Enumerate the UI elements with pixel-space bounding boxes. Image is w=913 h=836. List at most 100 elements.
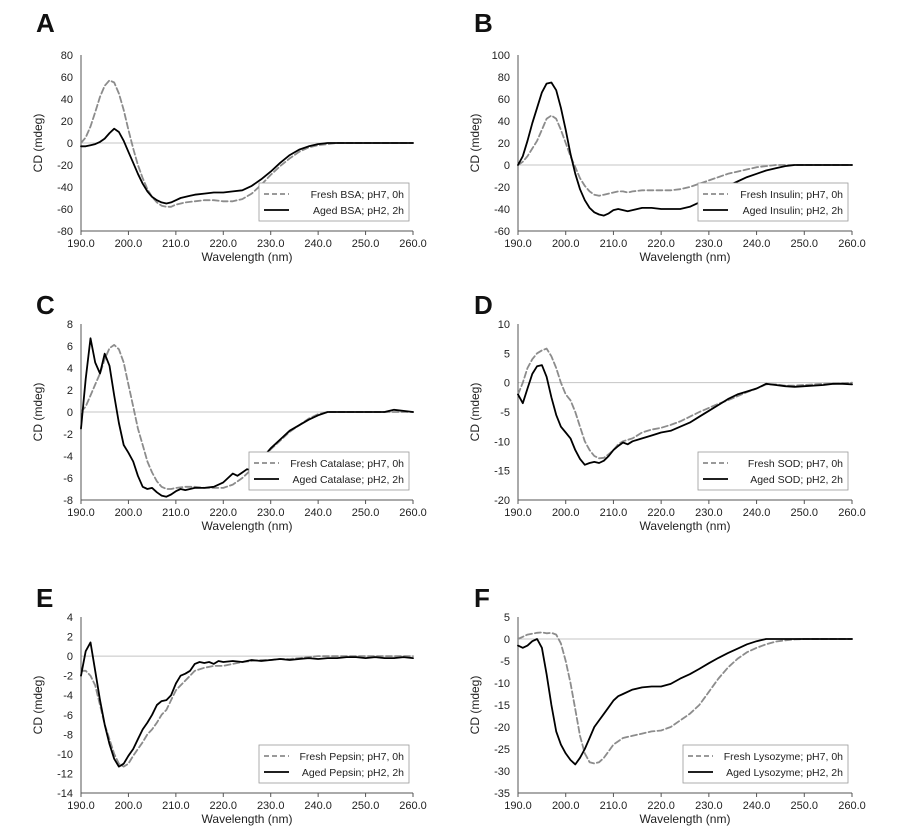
y-tick-label: -8	[63, 729, 73, 741]
x-tick-label: 230.0	[695, 507, 723, 519]
legend-label-aged: Aged Catalase; pH2, 2h	[293, 474, 405, 486]
panel-F: F -35 -30 -25 -20 -15 -10 -5 0 5 190.0 200.0 210.0 22…	[468, 583, 866, 826]
x-tick-label: 240.0	[743, 800, 771, 812]
legend-label-fresh: Fresh SOD; pH7, 0h	[748, 458, 843, 470]
legend-label-aged: Aged Insulin; pH2, 2h	[743, 205, 844, 217]
y-tick-label: 0	[67, 407, 73, 419]
x-tick-label: 190.0	[67, 238, 95, 250]
x-tick-label: 190.0	[67, 507, 95, 519]
legend-box	[697, 182, 849, 222]
y-tick-label: -6	[63, 473, 73, 485]
y-tick-label: -6	[63, 710, 73, 722]
y-tick-label: 80	[498, 72, 510, 84]
legend-label-fresh: Fresh Lysozyme; pH7, 0h	[724, 751, 843, 763]
x-tick-label: 190.0	[504, 800, 532, 812]
y-tick-label: 4	[67, 363, 73, 375]
y-tick-label: 5	[504, 612, 510, 624]
panel-letter: E	[36, 583, 53, 613]
y-tick-label: -4	[63, 690, 73, 702]
x-tick-label: 200.0	[552, 800, 580, 812]
y-tick-label: -20	[494, 722, 510, 734]
y-axis-label: CD (mdeg)	[468, 383, 482, 442]
y-tick-label: -2	[63, 671, 73, 683]
y-tick-label: -25	[494, 744, 510, 756]
x-tick-label: 210.0	[162, 238, 190, 250]
x-tick-label: 260.0	[838, 238, 866, 250]
legend-label-aged: Aged Lysozyme; pH2, 2h	[726, 767, 843, 779]
legend-box	[248, 451, 410, 491]
panel-A: A -80 -60 -40 -20 0 20 40 60 80 190.0 200.0 210.0 220…	[31, 8, 427, 264]
x-tick-label: 260.0	[399, 507, 427, 519]
y-axis-label: CD (mdeg)	[468, 676, 482, 735]
y-tick-label: -20	[494, 182, 510, 194]
legend: Fresh Insulin; pH7, 0h Aged Insulin; pH2,…	[697, 182, 849, 222]
aged-series-line	[80, 127, 414, 205]
legend-label-aged: Aged Pepsin; pH2, 2h	[302, 767, 404, 779]
x-tick-label: 200.0	[115, 800, 143, 812]
x-tick-label: 230.0	[257, 800, 285, 812]
legend: Fresh Pepsin; pH7, 0h Aged Pepsin; pH2, 2…	[258, 744, 410, 784]
y-tick-label: 40	[498, 116, 510, 128]
x-axis-label: Wavelength (nm)	[202, 519, 293, 533]
panel-letter: B	[474, 8, 493, 38]
y-tick-label: 60	[61, 72, 73, 84]
legend-box	[682, 744, 849, 784]
panel-letter: A	[36, 8, 55, 38]
y-tick-label: 2	[67, 632, 73, 644]
x-tick-label: 210.0	[162, 507, 190, 519]
x-tick-label: 220.0	[210, 800, 238, 812]
y-tick-label: -60	[57, 204, 73, 216]
x-tick-label: 230.0	[695, 238, 723, 250]
x-axis-label: Wavelength (nm)	[640, 812, 731, 826]
y-tick-label: -20	[494, 495, 510, 507]
y-tick-label: -4	[63, 451, 73, 463]
x-tick-label: 250.0	[352, 507, 380, 519]
y-tick-label: 20	[498, 138, 510, 150]
aged-series-line	[517, 364, 853, 466]
y-tick-label: 0	[504, 634, 510, 646]
y-tick-label: 40	[61, 94, 73, 106]
x-tick-label: 220.0	[647, 238, 675, 250]
y-tick-label: 60	[498, 94, 510, 106]
legend-box	[258, 182, 410, 222]
y-tick-label: -20	[57, 160, 73, 172]
legend: Fresh Lysozyme; pH7, 0h Aged Lysozyme; pH…	[682, 744, 849, 784]
y-tick-label: 10	[498, 319, 510, 331]
x-tick-label: 210.0	[600, 507, 628, 519]
legend: Fresh Catalase; pH7, 0h Aged Catalase; pH…	[248, 451, 410, 491]
y-tick-label: -35	[494, 788, 510, 800]
x-tick-label: 250.0	[791, 507, 819, 519]
x-tick-label: 260.0	[399, 238, 427, 250]
x-axis-label: Wavelength (nm)	[640, 519, 731, 533]
y-tick-label: -10	[57, 749, 73, 761]
x-tick-label: 210.0	[600, 238, 628, 250]
x-tick-label: 210.0	[162, 800, 190, 812]
y-tick-label: -40	[57, 182, 73, 194]
y-tick-label: -60	[494, 226, 510, 238]
panel-D: D -20 -15 -10 -5 0 5 10 190.0 200.0 210.0 220.0 230.…	[468, 290, 866, 533]
y-tick-label: -5	[500, 407, 510, 419]
x-tick-label: 250.0	[791, 800, 819, 812]
x-tick-label: 220.0	[647, 800, 675, 812]
y-tick-label: -40	[494, 204, 510, 216]
fresh-series-line	[517, 631, 853, 765]
legend-label-aged: Aged BSA; pH2, 2h	[313, 205, 404, 217]
legend-box	[258, 744, 410, 784]
legend-label-fresh: Fresh Pepsin; pH7, 0h	[300, 751, 405, 763]
y-tick-label: -8	[63, 495, 73, 507]
y-tick-label: -5	[500, 656, 510, 668]
aged-series-line	[80, 337, 414, 498]
y-axis-label: CD (mdeg)	[31, 676, 45, 735]
x-tick-label: 190.0	[504, 238, 532, 250]
x-tick-label: 200.0	[115, 507, 143, 519]
x-tick-label: 220.0	[210, 238, 238, 250]
y-tick-label: 80	[61, 50, 73, 62]
y-axis-label: CD (mdeg)	[468, 114, 482, 173]
x-tick-label: 240.0	[304, 507, 332, 519]
fresh-series-line	[80, 655, 414, 768]
x-tick-label: 230.0	[257, 238, 285, 250]
panel-letter: D	[474, 290, 493, 320]
x-tick-label: 250.0	[352, 800, 380, 812]
y-tick-label: 8	[67, 319, 73, 331]
